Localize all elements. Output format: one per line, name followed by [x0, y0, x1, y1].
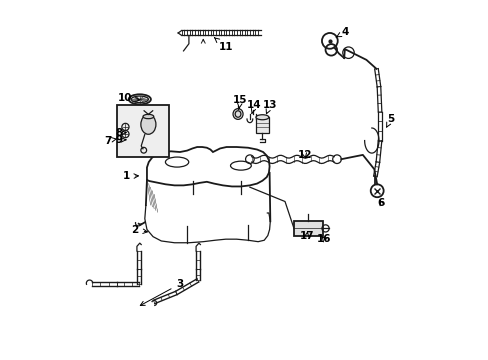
Bar: [255, 117, 268, 134]
Text: 8: 8: [115, 128, 125, 138]
Text: 15: 15: [232, 95, 247, 108]
Text: 13: 13: [263, 100, 277, 114]
Text: 16: 16: [316, 234, 331, 244]
Ellipse shape: [233, 109, 243, 120]
Ellipse shape: [128, 94, 151, 104]
Ellipse shape: [142, 114, 153, 119]
Text: 17: 17: [299, 231, 314, 241]
Text: 1: 1: [122, 171, 138, 181]
Bar: [293, 221, 322, 235]
Text: 2: 2: [131, 225, 147, 235]
Text: 11: 11: [214, 38, 233, 52]
Text: 9: 9: [115, 135, 125, 145]
Text: 3: 3: [140, 279, 183, 306]
Text: 14: 14: [247, 100, 261, 113]
Ellipse shape: [141, 114, 156, 134]
Text: 10: 10: [118, 93, 139, 103]
Text: 6: 6: [377, 198, 385, 208]
Text: 4: 4: [335, 27, 348, 37]
FancyBboxPatch shape: [117, 105, 169, 157]
Text: 12: 12: [297, 150, 311, 160]
Text: 5: 5: [386, 114, 394, 127]
Ellipse shape: [255, 115, 268, 120]
Text: 7: 7: [103, 136, 117, 145]
